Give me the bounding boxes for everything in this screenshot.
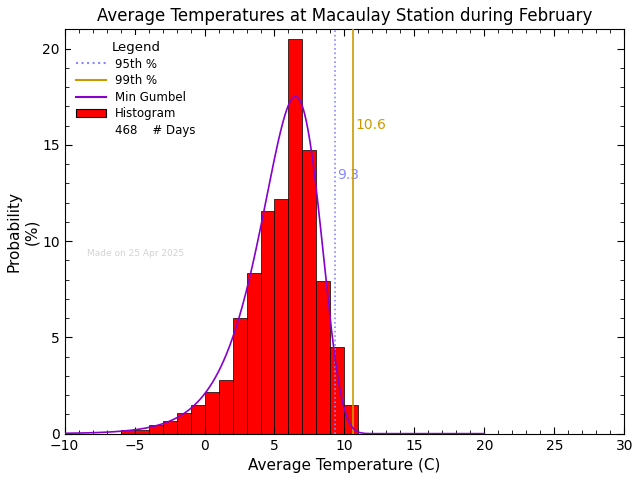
Text: Made on 25 Apr 2025: Made on 25 Apr 2025 [87, 249, 184, 258]
Bar [232, 318, 246, 433]
Text: 10.6: 10.6 [356, 119, 387, 132]
Bar [218, 380, 232, 433]
Bar [120, 430, 134, 433]
Bar [191, 405, 205, 433]
Bar [344, 405, 358, 433]
Y-axis label: Probability
(%): Probability (%) [7, 191, 39, 272]
X-axis label: Average Temperature (C): Average Temperature (C) [248, 458, 441, 473]
Bar [163, 421, 177, 433]
Text: 9.3: 9.3 [337, 168, 360, 182]
Bar [246, 273, 260, 433]
Bar [205, 393, 218, 433]
Bar [260, 211, 275, 433]
Legend: 95th %, 99th %, Min Gumbel, Histogram, 468    # Days: 95th %, 99th %, Min Gumbel, Histogram, 4… [70, 35, 202, 143]
Title: Average Temperatures at Macaulay Station during February: Average Temperatures at Macaulay Station… [97, 7, 592, 25]
Bar [316, 281, 330, 433]
Bar [148, 425, 163, 433]
Bar [303, 150, 316, 433]
Bar [330, 347, 344, 433]
Bar [134, 430, 148, 433]
Bar [177, 413, 191, 433]
Bar [289, 39, 303, 433]
Bar [275, 199, 289, 433]
